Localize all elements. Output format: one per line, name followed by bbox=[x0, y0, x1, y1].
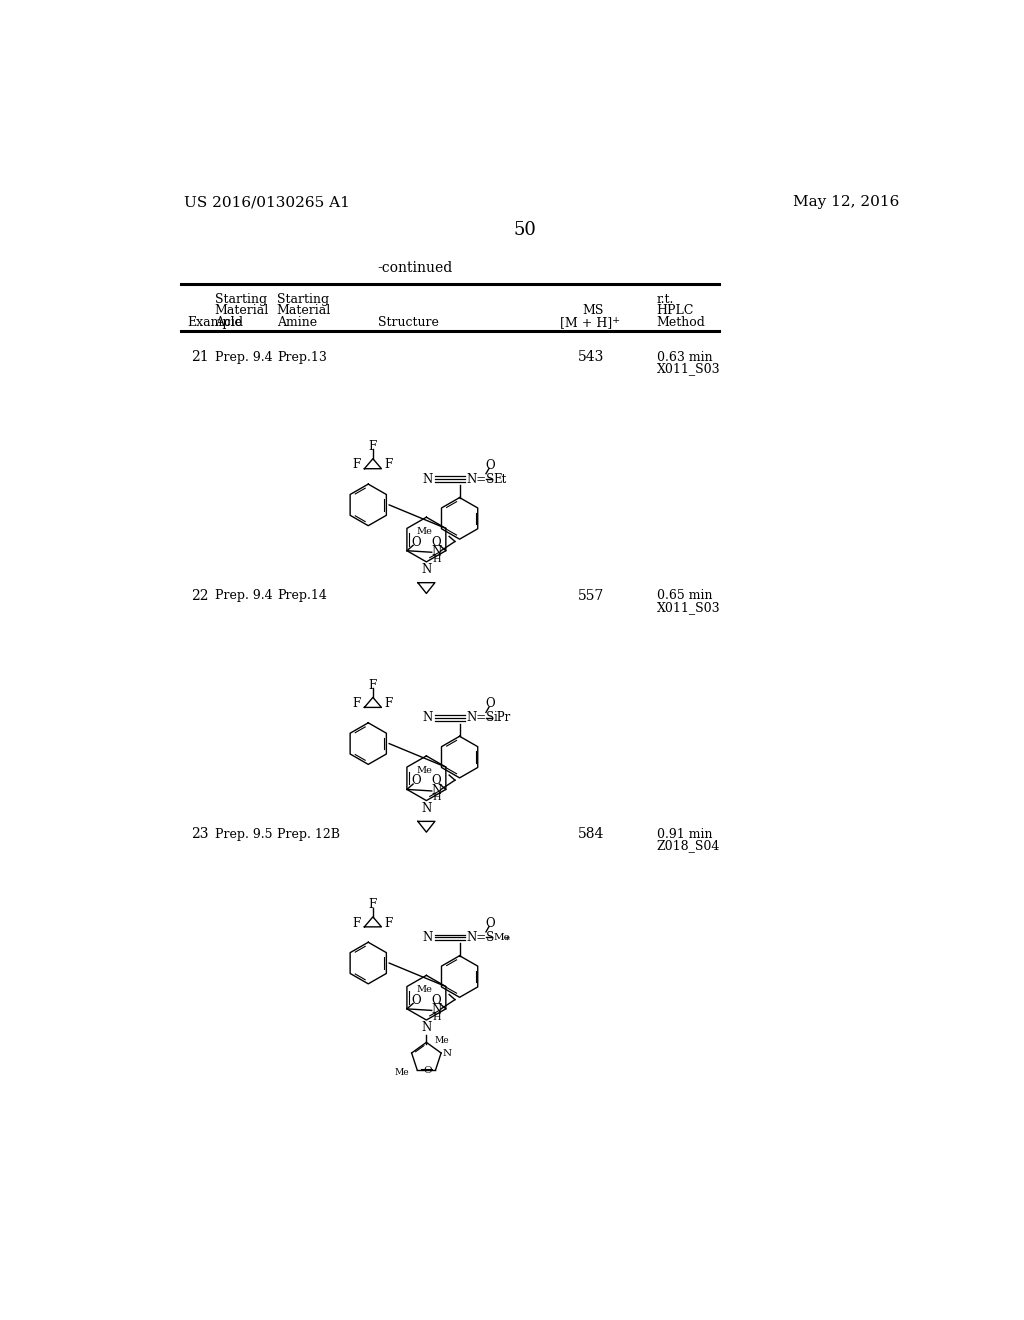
Text: Me: Me bbox=[434, 1036, 449, 1044]
Text: F: F bbox=[352, 916, 360, 929]
Text: 543: 543 bbox=[579, 350, 604, 364]
Text: Amine: Amine bbox=[276, 315, 316, 329]
Text: O: O bbox=[412, 994, 421, 1007]
Text: F: F bbox=[384, 458, 392, 471]
Text: N=S: N=S bbox=[467, 931, 495, 944]
Text: *: * bbox=[505, 936, 510, 945]
Text: Prep. 12B: Prep. 12B bbox=[276, 828, 340, 841]
Text: N=S: N=S bbox=[467, 473, 495, 486]
Text: 23: 23 bbox=[191, 828, 209, 841]
Text: N: N bbox=[421, 1022, 431, 1035]
Text: N: N bbox=[431, 784, 441, 797]
Text: MS: MS bbox=[583, 304, 604, 317]
Text: Method: Method bbox=[656, 315, 706, 329]
Text: Material: Material bbox=[276, 304, 331, 317]
Text: N: N bbox=[421, 801, 431, 814]
Text: 21: 21 bbox=[191, 350, 209, 364]
Text: May 12, 2016: May 12, 2016 bbox=[793, 195, 899, 210]
Text: O: O bbox=[412, 775, 421, 788]
Text: Acid: Acid bbox=[215, 315, 243, 329]
Text: Me: Me bbox=[416, 766, 432, 775]
Text: US 2016/0130265 A1: US 2016/0130265 A1 bbox=[183, 195, 349, 210]
Text: H: H bbox=[432, 793, 440, 803]
Text: Me: Me bbox=[416, 527, 432, 536]
Text: Prep. 9.4: Prep. 9.4 bbox=[215, 589, 272, 602]
Text: F: F bbox=[352, 458, 360, 471]
Text: 0.65 min: 0.65 min bbox=[656, 589, 712, 602]
Text: F: F bbox=[384, 697, 392, 710]
Text: H: H bbox=[432, 554, 440, 564]
Text: Starting: Starting bbox=[215, 293, 267, 306]
Text: Et: Et bbox=[494, 473, 507, 486]
Text: X011_S03: X011_S03 bbox=[656, 601, 720, 614]
Text: 0.63 min: 0.63 min bbox=[656, 351, 712, 363]
Text: O: O bbox=[485, 917, 496, 929]
Text: O: O bbox=[412, 536, 421, 549]
Text: -continued: -continued bbox=[377, 261, 453, 275]
Text: 0.91 min: 0.91 min bbox=[656, 828, 712, 841]
Text: N: N bbox=[423, 473, 433, 486]
Text: F: F bbox=[369, 898, 377, 911]
Text: 50: 50 bbox=[513, 220, 537, 239]
Text: HPLC: HPLC bbox=[656, 304, 694, 317]
Text: Z018_S04: Z018_S04 bbox=[656, 840, 720, 853]
Text: r.t.: r.t. bbox=[656, 293, 674, 306]
Text: H: H bbox=[432, 1012, 440, 1022]
Text: Material: Material bbox=[215, 304, 269, 317]
Text: Starting: Starting bbox=[276, 293, 329, 306]
Text: Structure: Structure bbox=[378, 315, 439, 329]
Text: iPr: iPr bbox=[494, 711, 511, 725]
Text: O: O bbox=[485, 697, 496, 710]
Text: 22: 22 bbox=[191, 589, 209, 603]
Text: 557: 557 bbox=[579, 589, 604, 603]
Text: F: F bbox=[352, 697, 360, 710]
Text: 584: 584 bbox=[579, 828, 604, 841]
Text: Example: Example bbox=[187, 315, 242, 329]
Text: Prep. 9.4: Prep. 9.4 bbox=[215, 351, 272, 363]
Text: N: N bbox=[421, 564, 431, 576]
Text: N: N bbox=[442, 1048, 452, 1057]
Text: F: F bbox=[369, 678, 377, 692]
Text: Me: Me bbox=[395, 1068, 410, 1077]
Text: O: O bbox=[485, 459, 496, 471]
Text: O: O bbox=[432, 536, 441, 549]
Text: N: N bbox=[431, 545, 441, 558]
Text: N=S: N=S bbox=[467, 711, 495, 725]
Text: F: F bbox=[369, 440, 377, 453]
Text: N: N bbox=[423, 711, 433, 725]
Text: X011_S03: X011_S03 bbox=[656, 362, 720, 375]
Text: Prep.14: Prep.14 bbox=[276, 589, 327, 602]
Text: N: N bbox=[423, 931, 433, 944]
Text: Prep. 9.5: Prep. 9.5 bbox=[215, 828, 272, 841]
Text: [M + H]: [M + H] bbox=[560, 315, 612, 329]
Text: O: O bbox=[432, 994, 441, 1007]
Text: O: O bbox=[423, 1065, 432, 1074]
Text: Me: Me bbox=[494, 933, 510, 941]
Text: Prep.13: Prep.13 bbox=[276, 351, 327, 363]
Text: Me: Me bbox=[416, 985, 432, 994]
Text: F: F bbox=[384, 916, 392, 929]
Text: N: N bbox=[431, 1003, 441, 1016]
Text: O: O bbox=[432, 775, 441, 788]
Text: +: + bbox=[611, 315, 620, 325]
